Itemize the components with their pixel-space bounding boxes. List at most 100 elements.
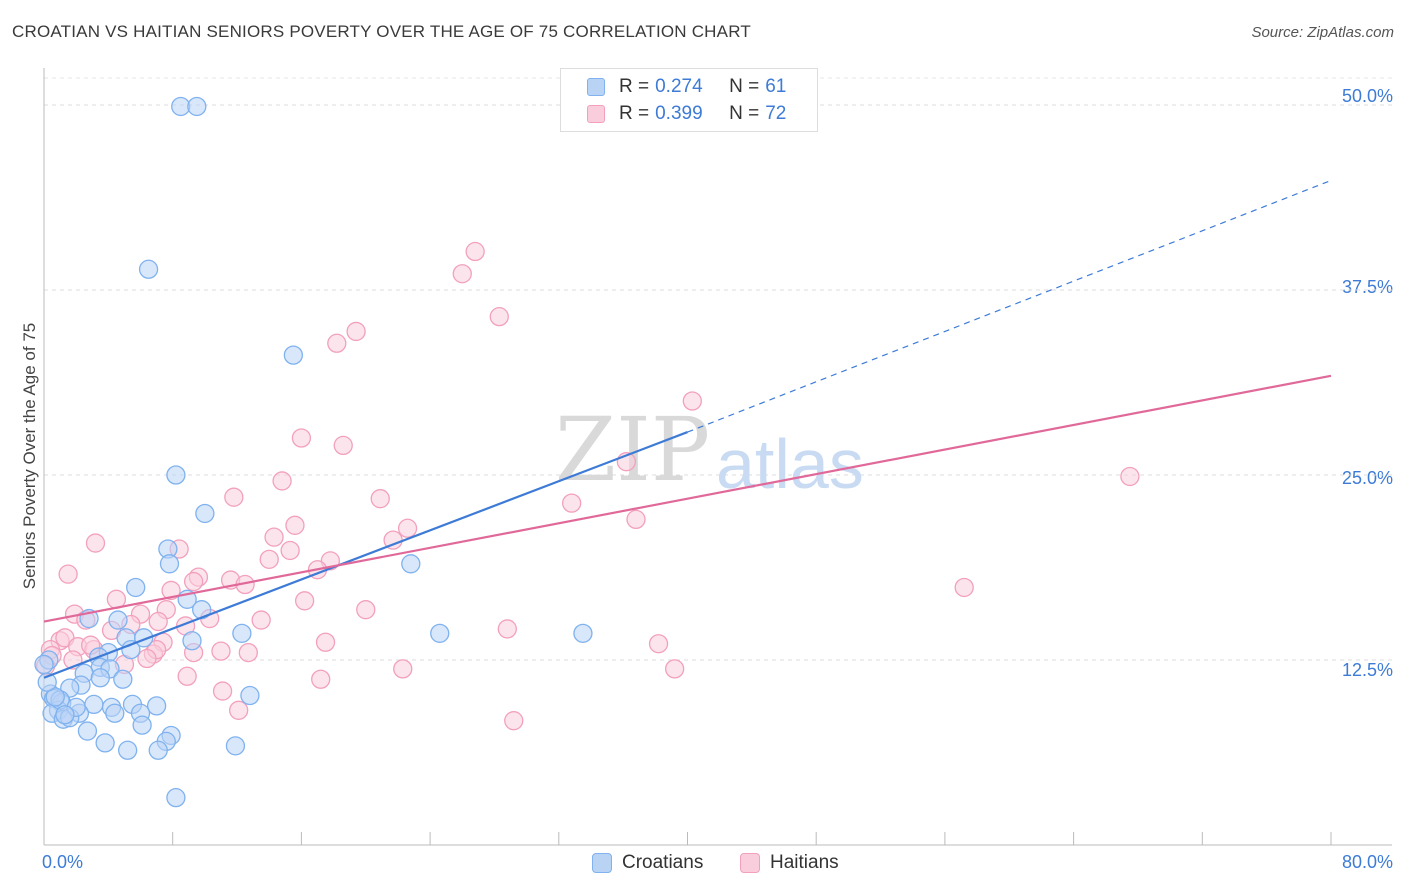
point-haitians [238,642,258,663]
point-croatians [90,668,110,688]
point-croatians [55,705,75,725]
series-haitians [35,241,1140,731]
point-croatians [573,623,593,644]
point-haitians [315,632,336,652]
point-haitians [311,669,331,689]
series-croatians [34,96,593,808]
point-croatians [95,733,115,753]
point-haitians [648,634,669,654]
point-haitians [356,600,376,620]
point-croatians [159,554,180,574]
point-haitians [85,533,106,553]
point-haitians [664,659,685,679]
y-tick-label: 37.5% [1341,277,1393,297]
trend-line-croatians [43,431,688,679]
point-croatians [148,740,168,760]
point-croatians [283,345,304,365]
point-croatians [166,787,186,808]
point-haitians [58,564,78,584]
point-haitians [294,591,315,611]
watermark-atlas: atlas [716,425,864,503]
trend-line-extension-croatians [687,179,1332,433]
legend-n-label: N = [729,103,760,124]
y-tick-label: 12.5% [1341,660,1393,680]
trend-lines [43,179,1332,679]
legend-swatch-haitians [740,853,760,873]
point-croatians [118,740,138,760]
point-croatians [108,610,128,630]
legend-swatch-haitians [587,105,605,123]
point-haitians [397,518,418,538]
x-tick-label: 80.0% [1341,852,1393,872]
legend-n-value: 61 [765,76,787,97]
point-haitians [626,509,646,530]
point-croatians [225,736,246,756]
point-haitians [346,321,366,342]
legend-n-label: N = [729,76,760,97]
point-haitians [211,641,231,661]
point-croatians [232,623,252,644]
legend-label-croatians: Croatians [622,852,704,873]
point-haitians [327,333,347,353]
legend-r-label: R = [619,103,650,124]
point-croatians [132,715,152,735]
point-croatians [37,672,57,692]
legend-swatch-croatians [587,78,605,96]
point-croatians [401,554,421,574]
chart-title: CROATIAN VS HAITIAN SENIORS POVERTY OVER… [12,22,751,41]
point-haitians [285,515,305,535]
grid [44,77,1392,661]
point-haitians [504,711,524,731]
point-croatians [182,631,202,651]
point-haitians [370,489,390,509]
point-haitians [452,264,472,284]
bottom-legend-croatians: Croatians [592,852,703,874]
point-haitians [161,580,181,601]
legend-row-croatians: R = 0.274 N = 61 [587,75,786,99]
bottom-legend-haitians: Haitians [740,852,839,874]
legend-r-value: 0.274 [655,76,703,97]
point-croatians [166,465,186,485]
point-haitians [465,241,485,262]
point-haitians [251,610,271,630]
point-croatians [77,721,98,741]
point-haitians [280,540,300,561]
point-haitians [137,648,157,669]
legend: R = 0.274 N = 61 R = 0.399 N = 72 [560,68,818,132]
point-croatians [195,503,215,524]
point-croatians [45,687,65,707]
point-croatians [113,669,133,689]
point-croatians [126,577,146,598]
point-haitians [224,487,244,507]
point-haitians [177,666,197,686]
point-haitians [1120,466,1140,487]
point-haitians [562,493,582,513]
point-croatians [138,259,159,279]
point-haitians [183,571,204,592]
legend-n-value: 72 [765,103,787,124]
point-croatians [146,696,167,716]
point-haitians [682,391,702,411]
y-tick-label: 50.0% [1341,86,1393,106]
watermark-zip: ZIP [555,398,710,501]
point-croatians [240,685,260,706]
point-haitians [497,619,517,639]
legend-r-value: 0.399 [655,103,703,124]
point-haitians [148,611,168,632]
legend-swatch-croatians [592,853,612,873]
point-haitians [291,428,312,448]
x-tick-label: 0.0% [42,852,84,872]
y-tick-label: 25.0% [1341,468,1393,488]
point-croatians [187,96,207,117]
point-haitians [229,700,249,720]
point-haitians [264,527,284,547]
point-haitians [393,659,413,679]
point-haitians [259,549,279,570]
point-haitians [272,471,292,491]
point-croatians [430,623,450,644]
point-haitians [212,681,233,701]
trend-line-haitians [43,374,1332,623]
point-haitians [954,577,974,598]
legend-row-haitians: R = 0.399 N = 72 [587,102,786,126]
point-haitians [333,435,353,456]
